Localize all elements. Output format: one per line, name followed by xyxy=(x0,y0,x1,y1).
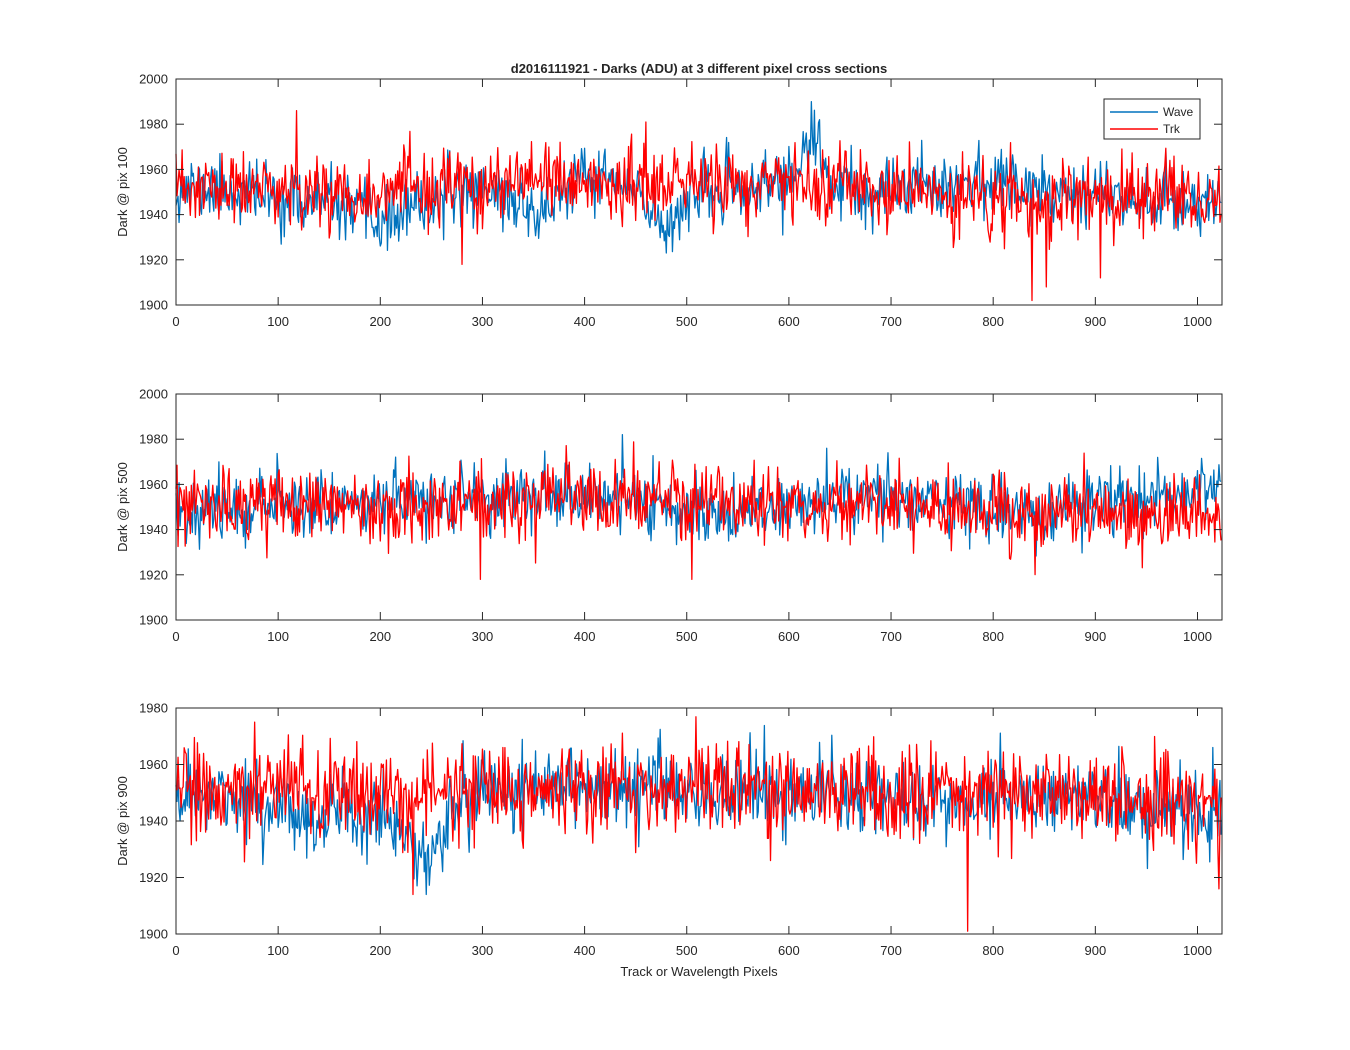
series-line-wave-bottom xyxy=(175,724,1222,896)
series-line-trk-middle xyxy=(175,441,1222,580)
x-tick-label: 200 xyxy=(369,314,391,329)
y-tick-label: 1980 xyxy=(139,117,168,132)
series-line-trk-top xyxy=(175,109,1222,302)
y-tick-label: 1900 xyxy=(139,613,168,628)
y-tick-label: 1940 xyxy=(139,522,168,537)
y-tick-label: 2000 xyxy=(139,72,168,87)
x-tick-label: 300 xyxy=(472,629,494,644)
x-tick-label: 500 xyxy=(676,314,698,329)
x-tick-label: 400 xyxy=(574,629,596,644)
y-tick-label: 1980 xyxy=(139,701,168,716)
chart-title: d2016111921 - Darks (ADU) at 3 different… xyxy=(511,61,887,76)
y-tick-label: 1960 xyxy=(139,477,168,492)
x-tick-label: 700 xyxy=(880,314,902,329)
y-tick-label: 1960 xyxy=(139,757,168,772)
x-tick-label: 0 xyxy=(172,943,179,958)
legend-label-trk: Trk xyxy=(1163,122,1181,136)
subplot-middle: 0 100 200 300 400 500 600 700 800 900 1000 1900 1920… xyxy=(115,387,1223,644)
x-tick-label: 100 xyxy=(267,314,289,329)
x-tick-label: 200 xyxy=(369,629,391,644)
x-axis-label: Track or Wavelength Pixels xyxy=(620,964,778,979)
x-tick-label: 700 xyxy=(880,943,902,958)
y-axis-label-top: Dark @ pix 100 xyxy=(115,147,130,237)
x-tick-label: 1000 xyxy=(1183,629,1212,644)
x-tick-label: 700 xyxy=(880,629,902,644)
y-tick-label: 1920 xyxy=(139,252,168,267)
x-tick-label: 900 xyxy=(1084,943,1106,958)
x-tick-label: 300 xyxy=(472,314,494,329)
legend: Wave Trk xyxy=(1103,98,1201,140)
x-tick-label: 600 xyxy=(778,629,800,644)
y-tick-label: 1960 xyxy=(139,162,168,177)
y-tick-label: 1900 xyxy=(139,927,168,942)
x-tick-label: 400 xyxy=(574,943,596,958)
y-axis-label-bottom: Dark @ pix 900 xyxy=(115,776,130,866)
y-tick-label: 1920 xyxy=(139,567,168,582)
y-tick-label: 1940 xyxy=(139,814,168,829)
x-tick-label: 500 xyxy=(676,629,698,644)
series-line-trk-bottom xyxy=(175,716,1222,932)
x-tick-label: 400 xyxy=(574,314,596,329)
y-tick-label: 1940 xyxy=(139,207,168,222)
x-tick-label: 600 xyxy=(778,314,800,329)
x-tick-label: 500 xyxy=(676,943,698,958)
x-tick-label: 800 xyxy=(982,629,1004,644)
subplot-top: 0 100 200 300 400 500 600 700 800 900 1000 1900 1920… xyxy=(115,72,1223,329)
x-tick-label: 800 xyxy=(982,314,1004,329)
y-tick-label: 1900 xyxy=(139,298,168,313)
x-tick-label: 200 xyxy=(369,943,391,958)
x-tick-label: 900 xyxy=(1084,314,1106,329)
y-tick-label: 1980 xyxy=(139,432,168,447)
x-tick-label: 1000 xyxy=(1183,943,1212,958)
legend-box xyxy=(1103,98,1201,140)
x-tick-label: 600 xyxy=(778,943,800,958)
axes-box-middle xyxy=(175,393,1223,621)
x-tick-label: 1000 xyxy=(1183,314,1212,329)
y-tick-label: 2000 xyxy=(139,387,168,402)
y-tick-label: 1920 xyxy=(139,870,168,885)
axes-box-top xyxy=(175,78,1223,306)
y-axis-label-middle: Dark @ pix 500 xyxy=(115,462,130,552)
subplot-bottom: 0 100 200 300 400 500 600 700 800 900 1000 1900 1920… xyxy=(115,701,1223,958)
x-tick-label: 0 xyxy=(172,314,179,329)
x-tick-label: 0 xyxy=(172,629,179,644)
legend-label-wave: Wave xyxy=(1163,105,1194,119)
x-tick-label: 900 xyxy=(1084,629,1106,644)
x-tick-label: 100 xyxy=(267,943,289,958)
x-tick-label: 800 xyxy=(982,943,1004,958)
x-tick-label: 100 xyxy=(267,629,289,644)
x-tick-label: 300 xyxy=(472,943,494,958)
